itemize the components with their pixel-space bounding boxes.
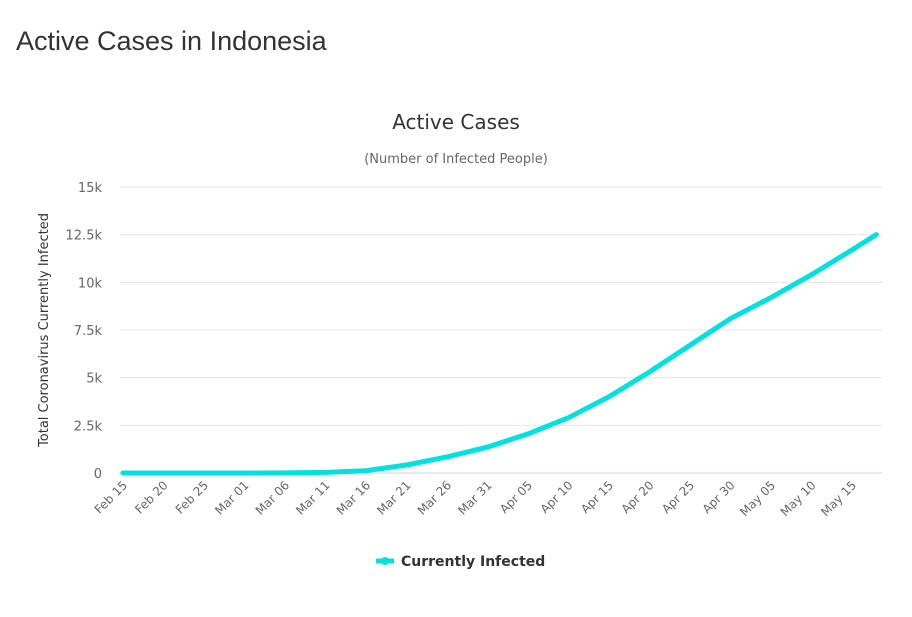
x-tick-label: Mar 01 <box>212 478 251 517</box>
x-tick-label: Feb 25 <box>173 478 211 516</box>
x-tick-label: Apr 15 <box>578 478 616 516</box>
y-tick-label: 5k <box>86 372 102 387</box>
y-tick-label: 2.5k <box>74 419 103 434</box>
x-tick-label: Feb 20 <box>132 478 170 516</box>
x-tick-label: Mar 16 <box>334 478 373 517</box>
y-tick-label: 15k <box>78 181 103 196</box>
x-tick-label: May 05 <box>737 478 778 519</box>
y-tick-label: 0 <box>94 467 102 482</box>
y-tick-label: 7.5k <box>74 324 103 339</box>
x-tick-label: Mar 11 <box>293 478 332 517</box>
y-tick-label: 12.5k <box>66 229 103 244</box>
x-tick-label: May 10 <box>778 478 819 519</box>
series-line-currently-infected <box>120 232 879 476</box>
x-tick-label: Mar 21 <box>374 478 413 517</box>
x-tick-label: Mar 06 <box>253 478 292 517</box>
y-tick-label: 10k <box>78 276 103 291</box>
legend-label: Currently Infected <box>401 554 545 570</box>
legend-marker-icon <box>381 557 389 565</box>
x-tick-label: Mar 31 <box>455 478 494 517</box>
x-tick-label: Apr 25 <box>659 478 697 516</box>
x-tick-label: Apr 20 <box>619 478 657 516</box>
x-tick-label: Apr 05 <box>497 478 535 516</box>
legend-item-currently-infected[interactable]: Currently Infected <box>376 554 545 570</box>
page-title: Active Cases in Indonesia <box>16 26 327 56</box>
chart-subtitle: (Number of Infected People) <box>364 152 548 167</box>
chart-title: Active Cases <box>392 110 520 134</box>
x-tick-label: Feb 15 <box>92 478 130 516</box>
x-tick-label: Apr 30 <box>700 478 738 516</box>
x-tick-label: May 15 <box>818 478 859 519</box>
y-axis-label: Total Coronavirus Currently Infected <box>37 213 52 448</box>
x-tick-label: Apr 10 <box>538 478 576 516</box>
x-tick-label: Mar 26 <box>415 478 454 517</box>
